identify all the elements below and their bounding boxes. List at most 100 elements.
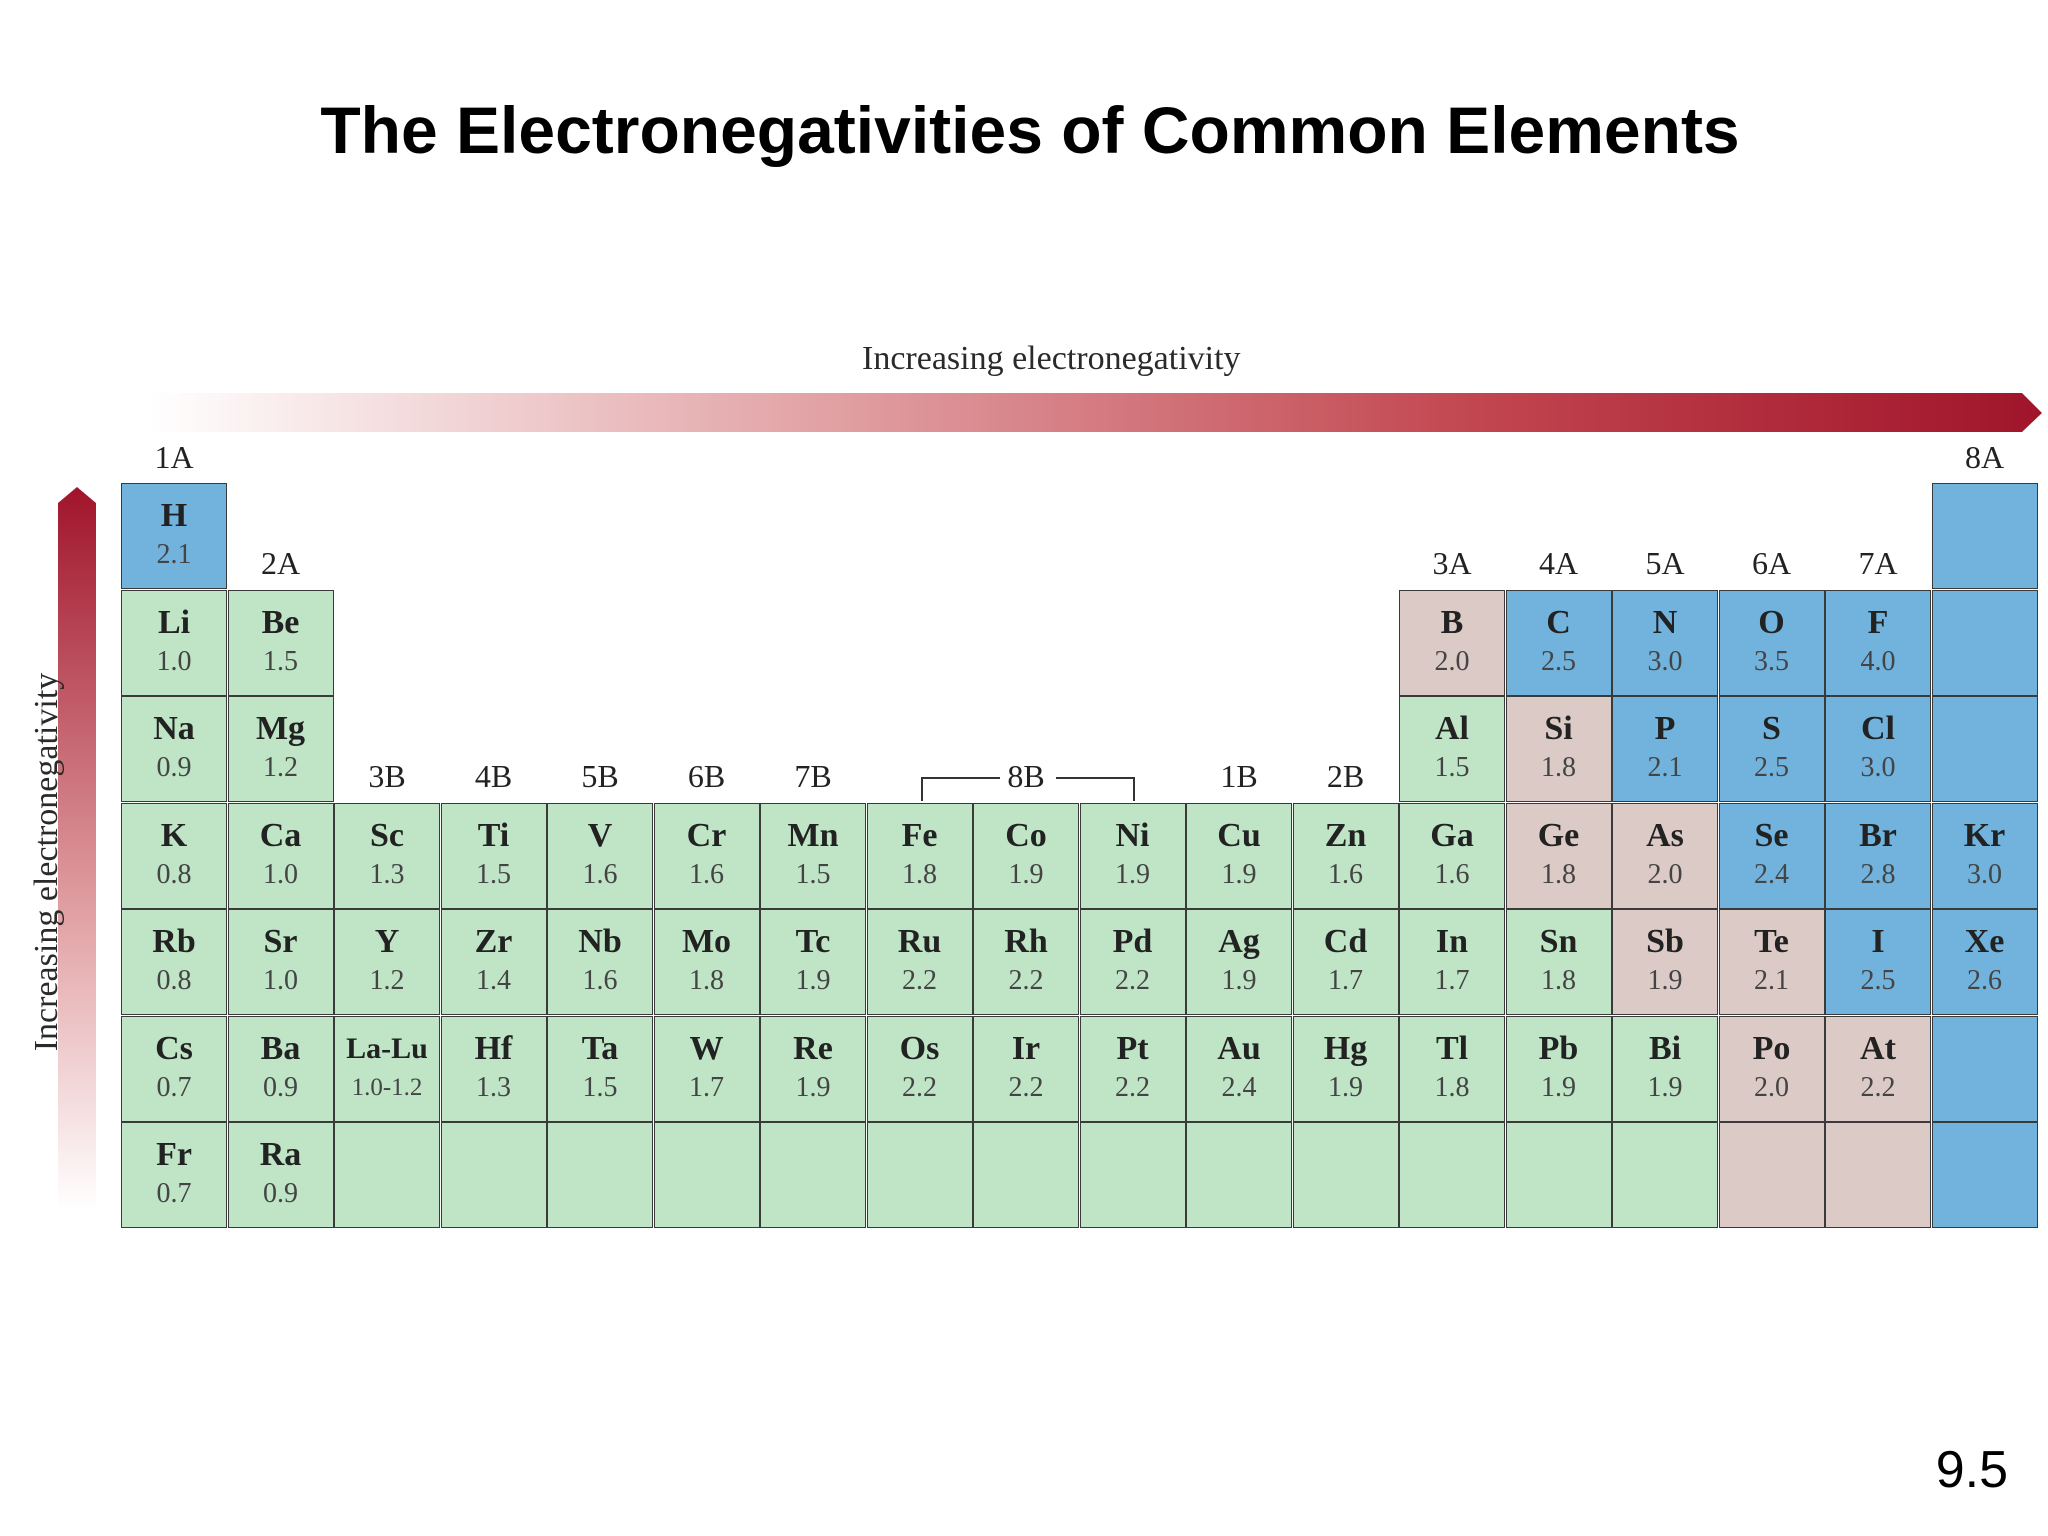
- element-cell-o: O 3.5: [1718, 589, 1825, 696]
- element-symbol: Xe: [1964, 923, 2005, 960]
- element-cell-mg: Mg 1.2: [227, 696, 334, 802]
- element-cell-se: Se 2.4: [1718, 802, 1825, 909]
- electronegativity-value: 1.3: [476, 1071, 511, 1103]
- element-symbol: Rh: [1004, 923, 1048, 960]
- element-symbol: Po: [1752, 1029, 1791, 1067]
- element-cell-ga: Ga 1.6: [1399, 802, 1505, 909]
- element-cell-pd: Pd 2.2: [1079, 909, 1186, 1015]
- electronegativity-value: 1.5: [582, 1071, 618, 1103]
- element-cell-ta: Ta 1.5: [547, 1015, 653, 1122]
- empty-cell: [334, 1122, 440, 1228]
- horizontal-arrow-label: Increasing electronegativity: [862, 340, 1241, 377]
- element-cell-al: Al 1.5: [1399, 696, 1505, 802]
- element-cell-hf: Hf 1.3: [440, 1015, 547, 1122]
- electronegativity-value: 2.2: [1115, 965, 1150, 996]
- element-cell-rb: Rb 0.8: [121, 909, 227, 1015]
- element-cell-mn: Mn 1.5: [760, 802, 866, 909]
- electronegativity-value: 1.9: [795, 1071, 831, 1103]
- electronegativity-value: 2.0: [1434, 645, 1470, 677]
- element-cell-h: H 2.1: [121, 483, 227, 589]
- element-symbol: Pd: [1112, 923, 1153, 960]
- element-cell-ti: Ti 1.5: [440, 802, 547, 909]
- group-label-5a: 5A: [1645, 545, 1685, 581]
- element-symbol: Mg: [255, 710, 306, 747]
- empty-cell: [1931, 589, 2038, 696]
- element-symbol: Be: [261, 603, 300, 641]
- element-symbol: Ra: [259, 1136, 302, 1173]
- element-cell-po: Po 2.0: [1718, 1015, 1825, 1122]
- element-symbol: Os: [899, 1029, 940, 1067]
- element-symbol: Ni: [1115, 816, 1150, 854]
- electronegativity-value: 2.5: [1541, 645, 1576, 677]
- element-cell-in: In 1.7: [1399, 909, 1505, 1015]
- element-symbol: Al: [1435, 710, 1469, 747]
- empty-cell: [1931, 696, 2038, 802]
- electronegativity-value: 1.8: [902, 858, 937, 890]
- element-symbol: Se: [1754, 816, 1789, 854]
- element-symbol: P: [1654, 710, 1676, 747]
- electronegativity-value: 2.5: [1860, 965, 1896, 996]
- element-cell-pt: Pt 2.2: [1079, 1015, 1186, 1122]
- element-symbol: Sb: [1646, 923, 1684, 960]
- element-symbol: Ca: [259, 816, 302, 854]
- element-cell-sr: Sr 1.0: [227, 909, 334, 1015]
- electronegativity-value: 0.9: [156, 752, 192, 783]
- electronegativity-value: 1.8: [689, 965, 724, 996]
- element-symbol: Kr: [1963, 816, 2006, 854]
- electronegativity-value: 1.6: [689, 858, 724, 890]
- element-cell-rh: Rh 2.2: [973, 909, 1079, 1015]
- element-cell-tl: Tl 1.8: [1399, 1015, 1505, 1122]
- electronegativity-value: 1.8: [1541, 752, 1576, 783]
- element-cell-sc: Sc 1.3: [334, 802, 440, 909]
- group-label-6b: 6B: [687, 758, 726, 794]
- element-symbol: Ti: [477, 816, 510, 854]
- electronegativity-value: 2.2: [902, 965, 937, 996]
- element-symbol: Ag: [1218, 923, 1260, 960]
- empty-cell: [973, 1122, 1079, 1228]
- element-symbol: Ru: [897, 923, 942, 960]
- element-cell-sb: Sb 1.9: [1612, 909, 1718, 1015]
- empty-cell: [1505, 1122, 1612, 1228]
- element-symbol: K: [160, 816, 188, 854]
- element-symbol: Re: [793, 1029, 833, 1067]
- element-cell-ba: Ba 0.9: [227, 1015, 334, 1122]
- element-cell-cd: Cd 1.7: [1292, 909, 1399, 1015]
- element-cell-pb: Pb 1.9: [1505, 1015, 1612, 1122]
- element-cell-c: C 2.5: [1505, 589, 1612, 696]
- electronegativity-value: 1.6: [582, 965, 618, 996]
- vertical-arrow: [58, 487, 96, 1210]
- element-cell-xe: Xe 2.6: [1931, 909, 2038, 1015]
- element-cell-ca: Ca 1.0: [227, 802, 334, 909]
- group-label-4b: 4B: [474, 758, 513, 794]
- element-symbol: As: [1646, 816, 1684, 854]
- element-cell-zr: Zr 1.4: [440, 909, 547, 1015]
- element-symbol: Zr: [474, 923, 513, 960]
- empty-cell: [760, 1122, 866, 1228]
- electronegativity-value: 1.0-1.2: [351, 1073, 423, 1101]
- empty-cell: [1612, 1122, 1718, 1228]
- element-symbol: I: [1871, 923, 1885, 960]
- group-label-4a: 4A: [1538, 545, 1579, 581]
- electronegativity-value: 1.5: [1434, 752, 1470, 783]
- electronegativity-value: 1.9: [1647, 965, 1683, 996]
- element-cell-y: Y 1.2: [334, 909, 440, 1015]
- element-symbol: Tl: [1435, 1029, 1469, 1067]
- element-symbol: Ge: [1537, 816, 1580, 854]
- element-cell-te: Te 2.1: [1718, 909, 1825, 1015]
- electronegativity-value: 1.6: [1434, 858, 1470, 890]
- electronegativity-value: 2.8: [1860, 858, 1896, 890]
- element-symbol: Cl: [1861, 710, 1895, 747]
- group-label-2a: 2A: [260, 545, 301, 581]
- element-cell-re: Re 1.9: [760, 1015, 866, 1122]
- group-label-3a: 3A: [1432, 545, 1472, 581]
- element-cell-br: Br 2.8: [1825, 802, 1931, 909]
- element-symbol: Fr: [156, 1136, 192, 1173]
- element-cell-ru: Ru 2.2: [866, 909, 973, 1015]
- element-cell-fe: Fe 1.8: [866, 802, 973, 909]
- element-cell-os: Os 2.2: [866, 1015, 973, 1122]
- group-label-2b: 2B: [1326, 758, 1365, 794]
- element-symbol: La-Lu: [346, 1031, 428, 1065]
- element-cell-cl: Cl 3.0: [1825, 696, 1931, 802]
- electronegativity-value: 1.2: [263, 752, 298, 783]
